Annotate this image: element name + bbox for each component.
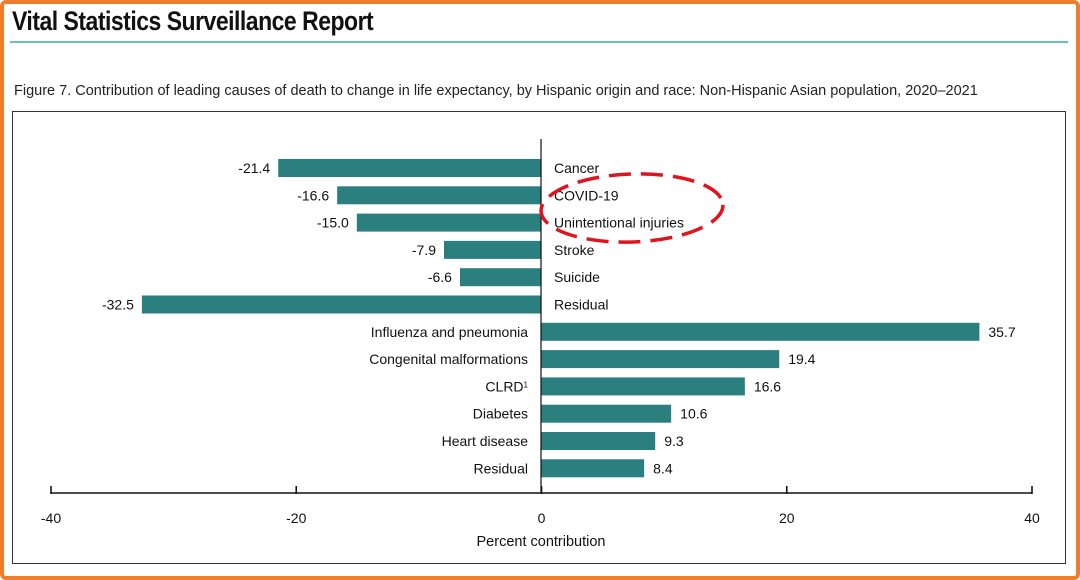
category-label: Congenital malformations (369, 351, 528, 367)
category-label: Stroke (554, 242, 595, 258)
bar (541, 459, 645, 478)
bar-value-label: -15.0 (317, 215, 349, 231)
bar (541, 322, 980, 341)
x-tick-label: 20 (779, 510, 795, 526)
report-title: Vital Statistics Surveillance Report (12, 6, 374, 36)
bar (356, 213, 541, 232)
bar-value-label: -21.4 (238, 160, 270, 176)
bar-value-label: -6.6 (428, 269, 452, 285)
bar-value-label: 35.7 (988, 324, 1015, 340)
chart-box (12, 111, 1066, 564)
x-tick-label: -20 (286, 510, 306, 526)
bar-value-label: 10.6 (680, 406, 707, 422)
bar (337, 186, 541, 205)
bar-value-label: 9.3 (664, 433, 684, 449)
x-tick-label: -40 (41, 510, 61, 526)
category-label: COVID-19 (554, 187, 619, 203)
title-rule (10, 41, 1068, 43)
bar-value-label: 19.4 (788, 351, 815, 367)
bar-value-label: 8.4 (653, 460, 673, 476)
category-label: Heart disease (442, 433, 529, 449)
bar-value-label: -32.5 (102, 297, 134, 313)
bar (541, 350, 780, 369)
annotation-ellipse (539, 172, 725, 244)
category-label: Residual (554, 297, 608, 313)
bar (141, 295, 541, 314)
x-tick-label: 0 (538, 510, 546, 526)
category-label: CLRD1 (485, 378, 528, 394)
bar (541, 377, 745, 396)
figure-caption: Figure 7. Contribution of leading causes… (14, 83, 978, 99)
bar-value-label: 16.6 (754, 378, 781, 394)
bar (459, 268, 541, 287)
category-label: Unintentional injuries (554, 215, 684, 231)
bar-value-label: -7.9 (412, 242, 436, 258)
category-label: Diabetes (473, 406, 528, 422)
x-tick-label: 40 (1024, 510, 1040, 526)
category-label: Suicide (554, 269, 600, 285)
category-label: Residual (474, 460, 528, 476)
bar (443, 240, 541, 259)
bar-value-label: -16.6 (297, 187, 329, 203)
category-label: Cancer (554, 160, 599, 176)
bar (278, 159, 541, 177)
category-label: Influenza and pneumonia (371, 324, 528, 340)
x-axis-title: Percent contribution (477, 534, 606, 550)
bar (541, 404, 672, 423)
bar (541, 432, 656, 450)
